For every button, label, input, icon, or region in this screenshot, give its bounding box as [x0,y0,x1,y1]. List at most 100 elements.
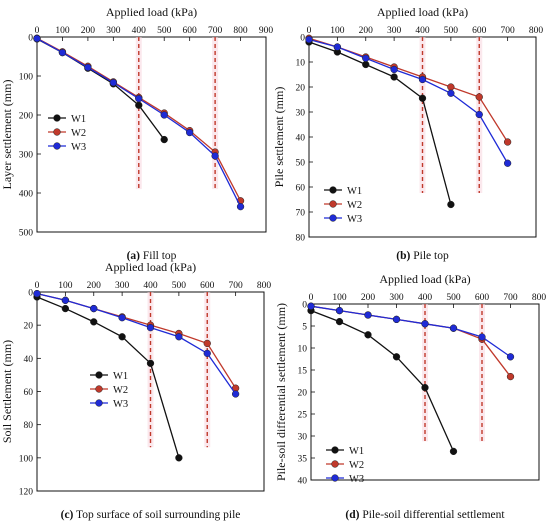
data-point-w1 [135,101,143,109]
data-point-w1 [61,304,70,313]
data-point-w3 [307,302,315,310]
caption-text: Pile-soil differential settlement [359,509,505,521]
y-tick-label: 35 [298,455,308,465]
x-tick-label: 300 [115,281,130,291]
y-tick-label: 100 [19,454,34,464]
y-tick-label: 70 [296,209,306,219]
data-point-w1 [390,73,398,81]
data-point-w2 [447,83,455,91]
x-tick-label: 400 [132,26,147,36]
data-point-w2 [203,339,211,348]
reference-band [479,304,485,442]
legend-label: W1 [113,371,128,382]
x-tick-label: 200 [81,26,96,36]
data-point-w3 [392,315,401,324]
data-point-w3 [333,43,342,51]
data-point-w3 [475,110,483,119]
data-point-w3 [33,290,41,298]
legend-marker [331,460,339,468]
series-line-w1 [310,309,455,452]
legend-marker [95,371,103,379]
legend-label: W3 [349,474,364,485]
x-tick-label: 100 [58,281,73,291]
reference-band [135,37,142,190]
x-tick-label: 200 [359,26,374,36]
x-tick-label: 800 [233,26,248,36]
data-point-w1 [362,60,370,69]
y-tick-label: 120 [19,488,34,498]
data-point-w3 [305,35,313,44]
data-point-w1 [418,94,427,102]
data-point-w3 [61,296,70,304]
x-tick-label: 600 [472,26,487,36]
data-point-w3 [146,324,155,332]
plot-frame [36,36,267,233]
y-tick-label: 60 [24,388,34,398]
x-tick-label: 500 [446,293,461,303]
y-tick-label: 40 [24,355,34,365]
legend-marker [53,142,61,150]
legend-label: W1 [71,114,86,125]
y-tick-label: 80 [296,234,306,244]
panel-caption: (d) Pile-soil differential settlement [345,509,505,521]
x-tick-label: 800 [257,281,272,291]
series-line-w1 [308,41,452,205]
caption-letter: (d) [345,509,359,521]
x-tick-label: 0 [307,26,312,36]
data-point-w3 [449,324,458,332]
data-point-w3 [503,159,512,167]
chart-panel-1: 0 100 200 300 400 500 600 700 800 0 10 20 30 40 50 60 70… [272,5,543,262]
data-point-w3 [90,304,98,313]
data-point-w3 [186,128,194,137]
data-point-w3 [118,314,126,322]
y-tick-label: 300 [19,151,34,161]
data-point-w2 [506,372,515,381]
x-axis-label: Applied load (kPa) [377,5,468,19]
x-axis-label: Applied load (kPa) [105,260,196,274]
y-axis-label: Layer settlement (mm) [0,80,14,190]
data-point-w3 [231,390,240,398]
data-point-w1 [118,333,126,341]
legend-label: W1 [347,186,362,197]
x-tick-label: 0 [309,293,314,303]
x-tick-label: 300 [387,26,402,36]
x-tick-label: 500 [157,26,172,36]
panel-caption: (a) Fill top [127,250,177,262]
x-tick-label: 600 [183,26,198,36]
y-tick-label: 5 [302,323,307,333]
y-axis-label: Pile-soil differential settlement (mm) [274,303,288,481]
reference-band [422,304,428,442]
x-tick-label: 700 [503,293,518,303]
x-axis-label: Applied load (kPa) [379,272,470,286]
data-point-w3 [135,94,143,103]
y-tick-label: 0 [302,301,307,311]
data-point-w3 [447,89,455,97]
x-tick-label: 200 [87,281,102,291]
data-point-w3 [203,349,211,358]
data-point-w1 [421,383,429,392]
data-point-w2 [475,93,483,101]
x-tick-label: 100 [55,26,70,36]
x-tick-label: 800 [529,26,544,36]
y-tick-label: 0 [28,289,33,299]
legend-label: W3 [113,399,128,410]
legend-marker [53,114,61,122]
caption-text: Top surface of soil surrounding pile [73,509,240,521]
y-tick-label: 80 [24,421,34,431]
data-point-w3 [58,48,67,57]
legend-label: W2 [347,200,362,211]
x-tick-label: 500 [444,26,459,36]
x-tick-label: 600 [475,293,490,303]
y-tick-label: 40 [296,134,306,144]
data-point-w3 [175,333,183,341]
caption-letter: (b) [396,250,410,262]
y-tick-label: 20 [24,322,34,332]
y-tick-label: 0 [300,34,305,44]
data-point-w3 [84,63,92,72]
legend-marker [95,399,103,407]
legend-label: W2 [349,460,364,471]
y-tick-label: 15 [298,367,308,377]
y-tick-label: 10 [296,59,306,69]
